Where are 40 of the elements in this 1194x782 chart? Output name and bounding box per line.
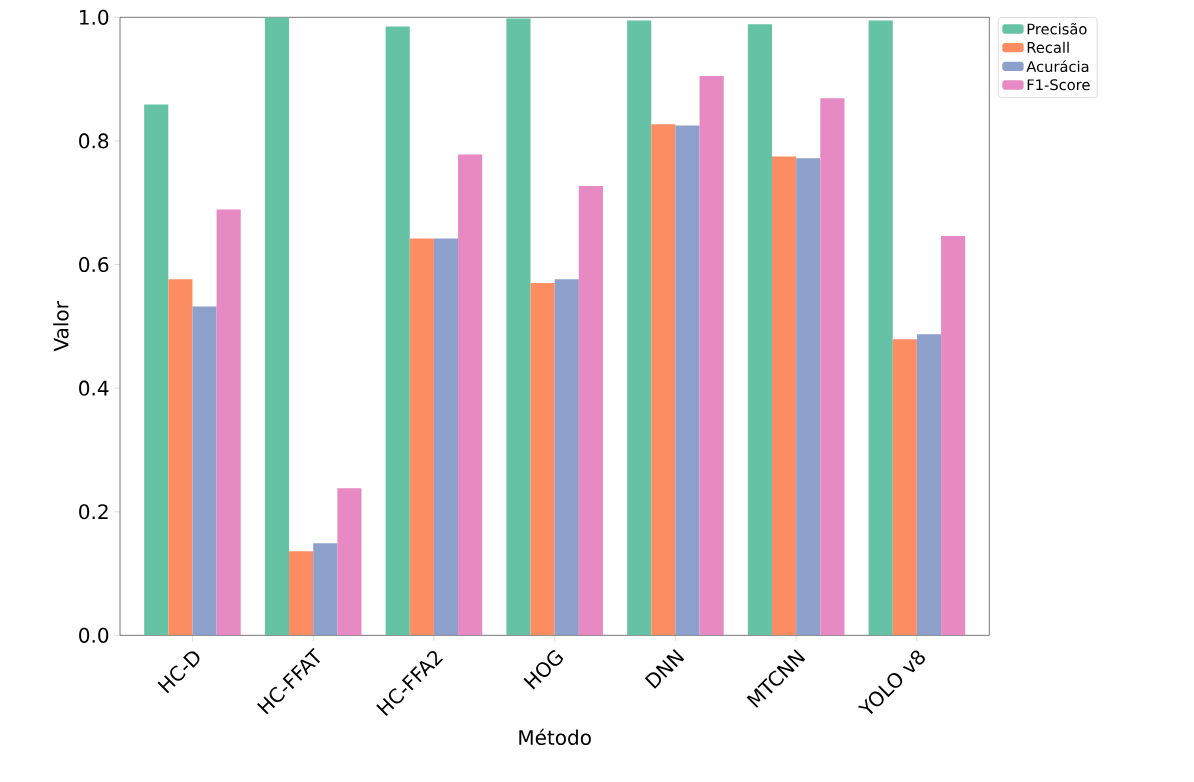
bar: [458, 154, 483, 636]
legend-label: F1-Score: [1027, 79, 1090, 91]
bar: [651, 124, 676, 636]
legend-label: Acurácia: [1026, 60, 1089, 73]
bar: [313, 543, 338, 636]
y-tick-label: 0.0: [79, 627, 109, 643]
legend-label: Precisão: [1027, 22, 1087, 35]
x-axis-title: Método: [519, 728, 591, 746]
y-tick-label: 0.4: [79, 380, 109, 396]
bar: [409, 238, 434, 636]
y-axis-title: Valor: [53, 301, 69, 352]
bar: [144, 104, 169, 636]
bar: [747, 24, 773, 636]
bar: [627, 20, 652, 636]
bar: [941, 236, 966, 636]
bar: [868, 20, 893, 636]
bar: [699, 76, 724, 636]
bar: [892, 339, 917, 636]
bar: [675, 125, 700, 636]
bar: [554, 279, 579, 636]
y-tick-label: 0.8: [79, 133, 109, 149]
bar: [820, 98, 845, 636]
bar: [772, 156, 797, 636]
bar: [264, 17, 290, 636]
y-tick-label: 1.0: [79, 9, 109, 25]
legend-label: Recall: [1027, 41, 1069, 54]
bar: [433, 238, 459, 636]
bar: [192, 306, 217, 636]
bar: [506, 18, 531, 636]
bar: [578, 186, 603, 636]
bar: [385, 26, 410, 636]
y-tick-label: 0.6: [79, 256, 109, 273]
bar: [168, 279, 193, 636]
y-tick-label: 0.2: [79, 504, 108, 520]
bar: [216, 209, 241, 636]
bar: [796, 158, 821, 636]
bar: [530, 283, 555, 636]
bar: [289, 551, 314, 636]
bar: [337, 488, 362, 636]
bar: [916, 334, 942, 636]
